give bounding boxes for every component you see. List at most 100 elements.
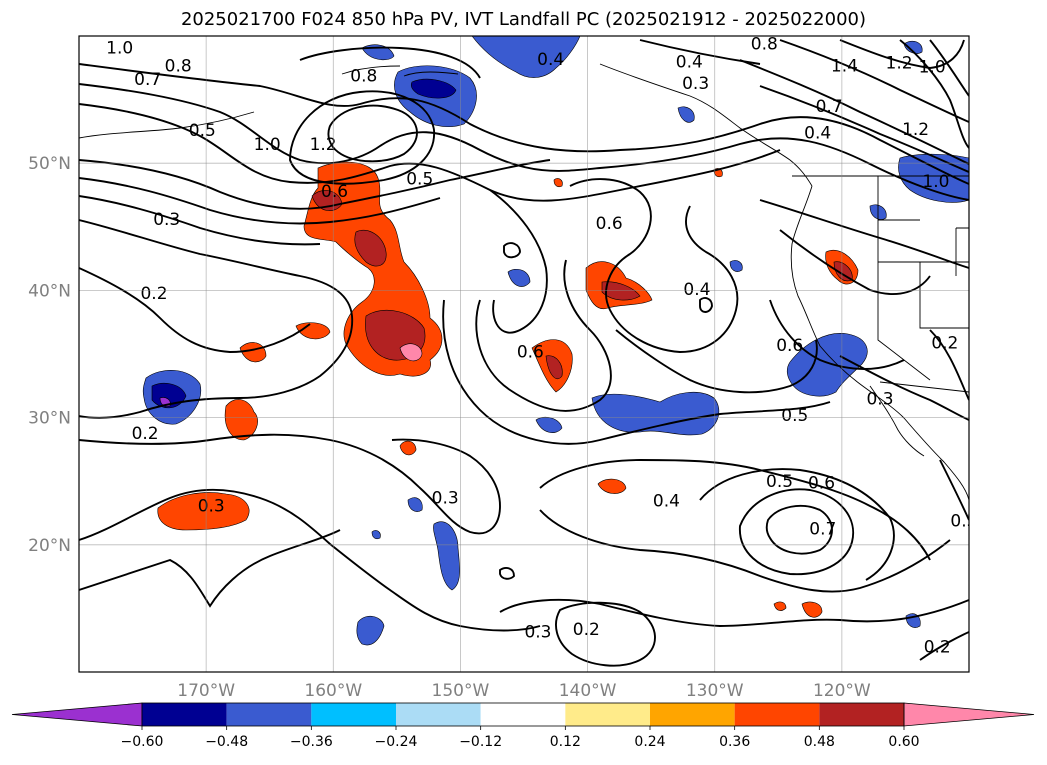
state-borders	[877, 176, 969, 393]
contour-line	[489, 189, 548, 334]
contour-label: 0.7	[134, 70, 161, 90]
contour-label: 0.3	[950, 512, 977, 532]
contour-line	[299, 46, 481, 79]
lon-tick-label: 150°W	[432, 681, 490, 701]
contour-label: 0.3	[153, 210, 180, 230]
colorbar-segment	[480, 703, 566, 726]
anomaly-patch	[410, 78, 457, 99]
contour-line	[699, 297, 713, 313]
contour-label: 0.4	[537, 50, 564, 70]
contour-label: 1.0	[922, 172, 949, 192]
contour-label: 0.2	[132, 424, 159, 444]
contour-label: 0.6	[808, 473, 835, 493]
lat-tick-label: 30°N	[28, 409, 71, 429]
contour-label: 1.2	[902, 120, 929, 140]
contour-line	[499, 598, 969, 627]
colorbar-tick-label: −0.12	[459, 734, 502, 750]
contour-line	[499, 567, 515, 580]
baja-coast	[869, 385, 925, 457]
contour-line	[899, 39, 969, 149]
lat-tick-label: 50°N	[28, 154, 71, 174]
contour-line	[639, 39, 761, 65]
contour-label: 1.2	[310, 135, 337, 155]
contour-label: 0.5	[781, 406, 808, 426]
contour-label: 0.4	[676, 52, 703, 72]
colorbar-tick-label: −0.24	[375, 734, 418, 750]
latitude-labels: 20°N 30°N 40°N 50°N	[28, 154, 71, 556]
colorbar-segment	[142, 703, 227, 726]
anomaly-patch	[677, 106, 695, 123]
contour-line	[929, 39, 969, 97]
contour-label: 1.0	[254, 135, 281, 155]
anomaly-patch	[356, 615, 385, 646]
colorbar-segment	[226, 703, 312, 726]
contour-label: 0.3	[432, 489, 459, 509]
contour-line	[79, 529, 341, 608]
anomaly-patch	[471, 36, 581, 78]
contour-line	[839, 355, 969, 421]
contour-line	[765, 505, 833, 555]
contour-label: 0.6	[596, 214, 623, 234]
contour-line	[739, 59, 969, 165]
map-title: 2025021700 F024 850 hPa PV, IVT Landfall…	[180, 9, 867, 30]
contour-label: 0.6	[776, 336, 803, 356]
colorbar-extend-min	[11, 702, 143, 727]
contour-line	[779, 39, 969, 123]
colorbar-tick-label: 0.12	[550, 734, 581, 750]
contour-label: 0.7	[809, 519, 836, 539]
contour-label: 0.2	[140, 284, 167, 304]
anomaly-patch	[354, 230, 387, 267]
colorbar: −0.60 −0.48 −0.36 −0.24 −0.12 0.12 0.24 0.36 0.4…	[11, 702, 1035, 750]
colorbar-tick-label: −0.48	[205, 734, 248, 750]
contour-line	[759, 85, 969, 173]
colorbar-segment	[819, 703, 904, 726]
anomaly-patch	[157, 492, 250, 531]
anomaly-patch	[407, 497, 423, 512]
colorbar-tick-label: 0.60	[888, 734, 919, 750]
contour-line	[79, 63, 969, 185]
colorbar-frame	[141, 702, 905, 727]
map-gridlines	[79, 36, 969, 672]
contour-label: 0.3	[524, 622, 551, 642]
contour-label: 0.8	[751, 35, 778, 55]
contour-line	[615, 329, 818, 394]
contour-label: 0.3	[866, 390, 893, 410]
contour-line	[699, 468, 895, 581]
contour-line	[739, 488, 855, 576]
contour-label: 0.8	[165, 56, 192, 76]
contour-label: 0.2	[573, 620, 600, 640]
anomaly-patch	[597, 478, 627, 494]
negative-anomaly-shading	[142, 36, 969, 646]
anomaly-patch	[773, 601, 787, 611]
contour-label: 0.8	[350, 66, 377, 86]
contour-line	[79, 219, 354, 419]
anomaly-patch	[898, 153, 969, 203]
contour-label: 1.0	[106, 38, 133, 58]
anomaly-patch	[399, 440, 417, 456]
anomaly-patch	[239, 342, 267, 363]
anomaly-patch	[399, 343, 423, 362]
contour-line	[475, 259, 612, 412]
colorbar-tick-label: −0.60	[121, 734, 164, 750]
contour-line	[79, 488, 541, 632]
contour-line	[555, 601, 656, 667]
contour-line	[759, 199, 969, 269]
colorbar-segment	[311, 703, 396, 726]
contour-label: 0.4	[804, 124, 831, 144]
contour-line	[79, 177, 441, 225]
alaska-panhandle-coast	[599, 63, 813, 187]
lon-tick-label: 160°W	[304, 681, 362, 701]
contour-line	[79, 195, 321, 246]
contour-label: 0.5	[189, 121, 216, 141]
contour-line	[503, 242, 521, 259]
colorbar-tick-label: 0.48	[804, 734, 835, 750]
lat-tick-label: 20°N	[28, 536, 71, 556]
contour-label: 1.0	[919, 58, 946, 78]
contour-labels: 1.00.80.70.51.0 1.20.80.60.50.30.20.20.3 0…	[106, 35, 977, 658]
anomaly-patch	[224, 399, 258, 441]
contour-line	[569, 178, 739, 353]
contour-line	[79, 103, 781, 202]
contour-label: 0.4	[653, 491, 680, 511]
contour-label: 0.5	[766, 472, 793, 492]
